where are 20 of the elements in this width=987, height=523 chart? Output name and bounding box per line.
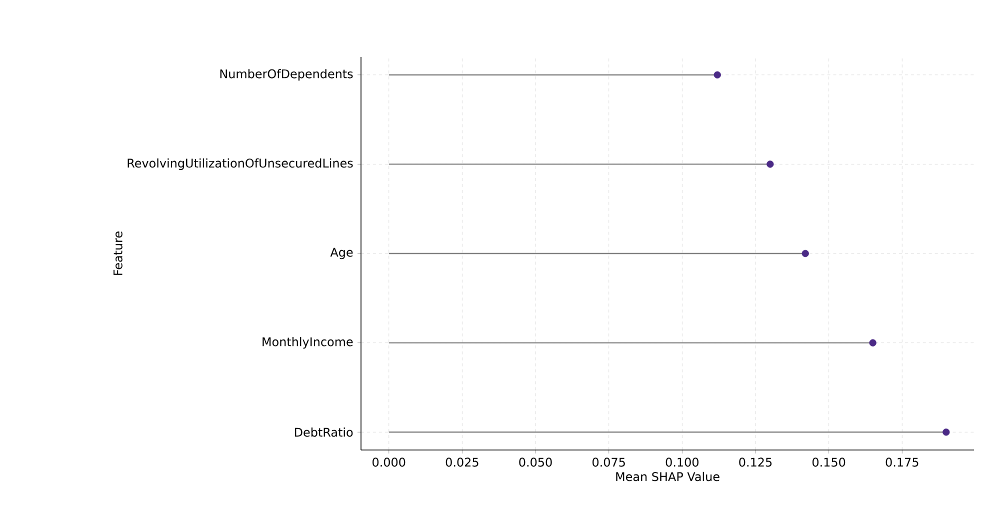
x-tick-label: 0.000 — [372, 458, 406, 467]
y-tick-label: NumberOfDependents — [220, 69, 353, 81]
x-tick-label: 0.150 — [812, 458, 846, 467]
x-tick-label: 0.025 — [446, 458, 478, 467]
x-tick-label: 0.175 — [886, 458, 918, 467]
x-tick-label: 0.050 — [519, 458, 552, 467]
y-tick-label: MonthlyIncome — [262, 337, 353, 349]
x-axis-title: Mean SHAP Value — [616, 472, 720, 482]
point — [714, 71, 721, 78]
y-tick-label: Age — [330, 248, 353, 260]
y-axis-title: Feature — [114, 232, 122, 275]
point — [802, 250, 809, 258]
y-tick-label: RevolvingUtilizationOfUnsecuredLines — [128, 158, 353, 170]
point — [869, 339, 876, 346]
x-tick-label: 0.125 — [739, 458, 772, 467]
x-tick-label: 0.075 — [592, 458, 625, 467]
x-tick-label: 0.100 — [666, 458, 698, 467]
point — [766, 160, 774, 168]
y-tick-label: DebtRatio — [294, 428, 353, 437]
point — [942, 428, 950, 436]
